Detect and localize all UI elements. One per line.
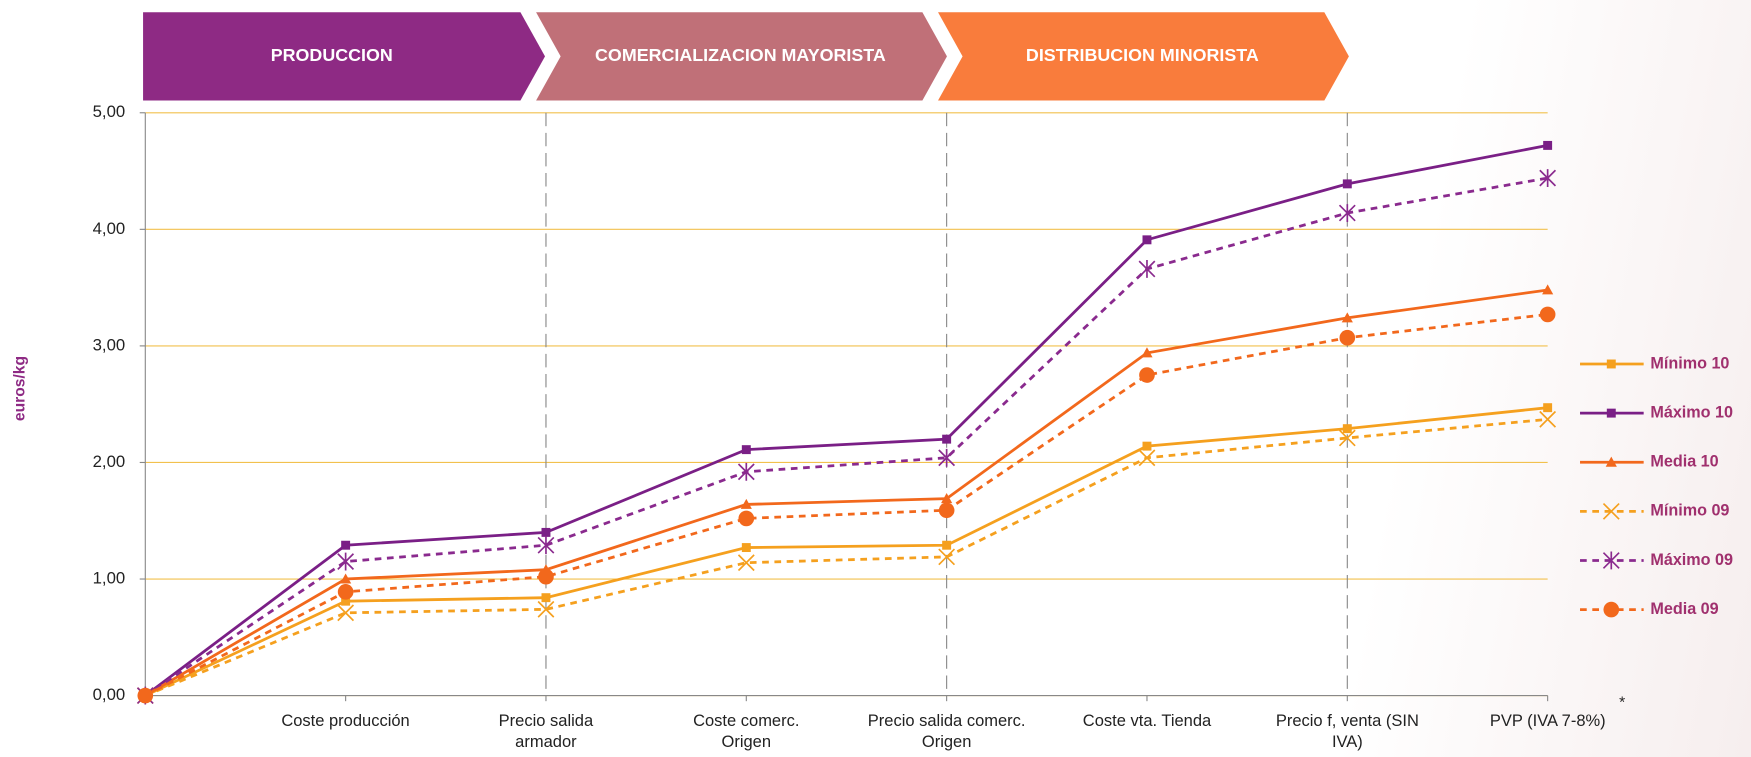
marker <box>541 527 551 537</box>
stage-arrow <box>536 12 947 101</box>
y-tick-label: 5,00 <box>93 102 126 121</box>
marker <box>1139 367 1155 383</box>
legend-label: Mínimo 09 <box>1650 502 1729 520</box>
marker <box>741 543 751 553</box>
marker <box>938 502 955 519</box>
marker <box>337 604 355 622</box>
legend-marker <box>1602 502 1620 520</box>
y-axis-label: euros/kg <box>11 356 28 421</box>
series-line <box>144 417 1548 697</box>
y-tick-label: 4,00 <box>93 219 126 238</box>
annotation: * <box>1619 695 1625 712</box>
legend-label: Mínimo 10 <box>1650 354 1729 372</box>
legend-marker <box>1605 456 1617 467</box>
marker <box>541 593 551 603</box>
stage-label: COMERCIALIZACION MAYORISTA <box>595 45 886 65</box>
x-tick-label: Coste vta. Tienda <box>1082 712 1212 731</box>
marker <box>1138 260 1156 278</box>
legend-marker <box>1606 408 1616 418</box>
series-line <box>144 288 1548 697</box>
marker <box>341 540 351 550</box>
marker <box>737 462 755 481</box>
y-tick-label: 3,00 <box>93 335 126 354</box>
marker <box>537 536 555 555</box>
y-tick-label: 1,00 <box>93 568 126 587</box>
marker <box>538 568 554 585</box>
marker <box>1339 329 1356 346</box>
x-tick-label: Precio salida comerc. Origen <box>867 712 1026 751</box>
series-line <box>144 406 1548 697</box>
marker <box>1138 449 1156 467</box>
marker <box>740 498 752 509</box>
x-tick-label: Precio salida armador <box>498 712 594 751</box>
marker <box>1341 312 1353 323</box>
marker <box>1543 403 1553 413</box>
legend-label: Máximo 10 <box>1650 403 1733 421</box>
legend-marker <box>1603 601 1620 618</box>
x-tick-label: Coste producción <box>281 712 410 731</box>
marker <box>537 600 555 618</box>
stage-arrow <box>143 12 546 101</box>
legend-label: Media 09 <box>1650 600 1718 618</box>
series-line <box>144 144 1548 697</box>
marker <box>1142 441 1152 451</box>
marker <box>137 687 154 704</box>
marker <box>741 445 751 455</box>
legend-label: Máximo 09 <box>1650 551 1733 569</box>
marker <box>1338 204 1356 222</box>
marker <box>941 493 953 504</box>
marker <box>1539 410 1557 428</box>
marker <box>337 552 355 571</box>
stage-arrow <box>938 12 1349 101</box>
legend-marker <box>1606 359 1616 369</box>
series-line <box>144 176 1548 697</box>
marker <box>1338 429 1356 447</box>
marker <box>1142 235 1152 245</box>
y-tick-label: 2,00 <box>93 452 126 471</box>
marker <box>738 510 755 527</box>
legend-label: Media 10 <box>1650 453 1718 471</box>
x-tick-label: Coste comerc. Origen <box>693 712 800 751</box>
stage-label: PRODUCCION <box>271 45 393 65</box>
series-line <box>144 313 1548 697</box>
marker <box>1342 179 1352 189</box>
y-tick-label: 0,00 <box>93 685 126 704</box>
marker <box>938 448 956 467</box>
marker <box>1542 284 1554 295</box>
marker <box>737 554 755 572</box>
marker <box>1141 347 1153 358</box>
marker <box>1342 424 1352 434</box>
marker <box>942 434 952 444</box>
marker <box>1539 306 1556 323</box>
legend-marker <box>1602 551 1620 570</box>
x-tick-label: Precio f, venta (SIN IVA) <box>1275 712 1419 751</box>
marker <box>1543 140 1553 150</box>
marker <box>340 573 352 584</box>
marker <box>337 584 354 600</box>
marker <box>938 548 956 566</box>
marker <box>942 540 952 550</box>
marker <box>341 596 351 606</box>
stage-label: DISTRIBUCION MINORISTA <box>1026 45 1259 65</box>
marker <box>1539 169 1557 187</box>
x-tick-label: PVP (IVA 7-8%) <box>1489 712 1606 731</box>
